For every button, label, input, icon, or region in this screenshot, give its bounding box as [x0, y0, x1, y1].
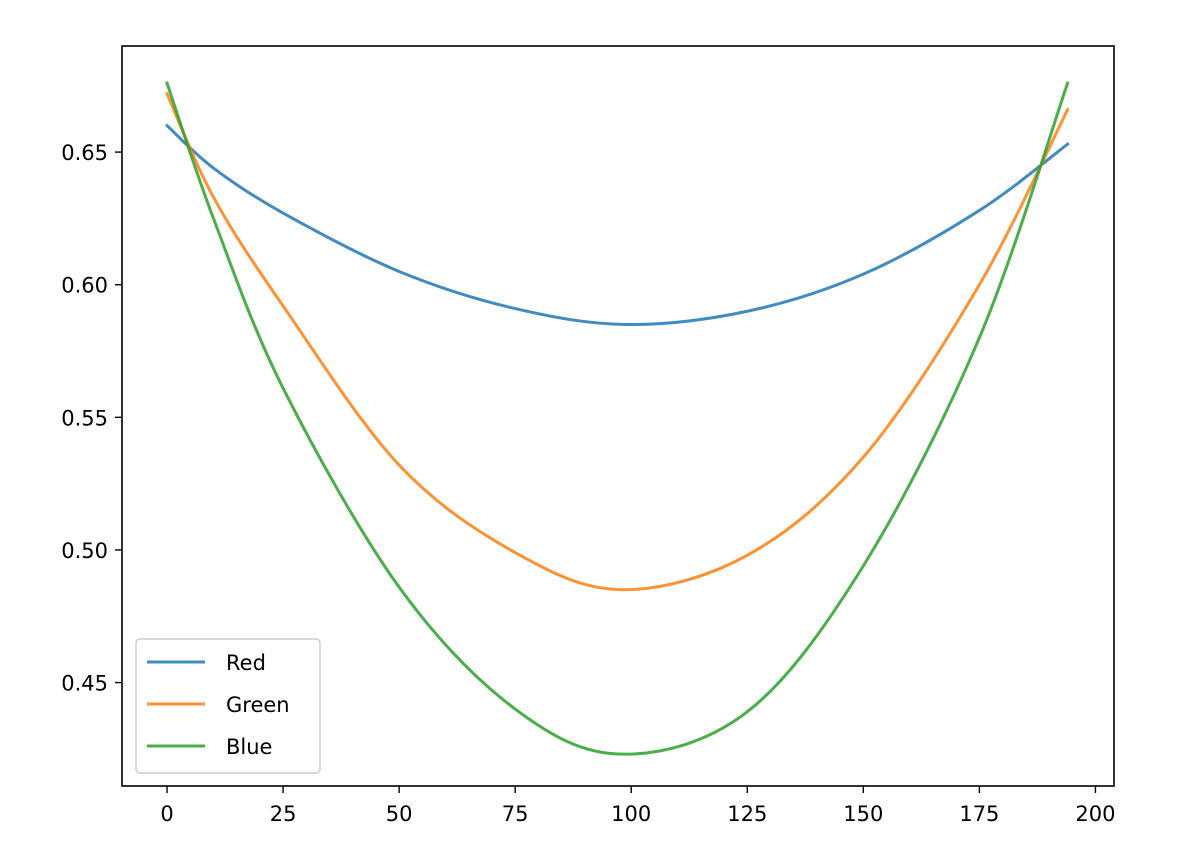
y-axis: 0.45 0.50 0.55 0.60 0.65 [61, 141, 122, 696]
plot-frame [121, 45, 1115, 787]
x-tick-label: 125 [727, 802, 767, 826]
legend-box [135, 638, 321, 774]
series-line-blue [165, 81, 1070, 756]
x-tick-label: 25 [270, 802, 297, 826]
x-axis: 0 25 50 75 100 125 150 175 200 [160, 786, 1115, 826]
series-line-red [164, 123, 1070, 326]
y-tick-label: 0.60 [61, 274, 108, 298]
x-tick-label: 75 [502, 802, 529, 826]
series-line-green [165, 91, 1070, 592]
x-tick-label: 150 [843, 802, 883, 826]
y-tick-label: 0.65 [61, 141, 108, 165]
y-tick-label: 0.45 [61, 672, 108, 696]
y-tick-label: 0.55 [61, 406, 108, 430]
legend-label: Red [226, 651, 266, 675]
legend-label: Green [226, 693, 290, 717]
legend-label: Blue [226, 735, 272, 759]
x-tick-label: 100 [611, 802, 651, 826]
y-tick-label: 0.50 [61, 539, 108, 563]
x-tick-label: 0 [160, 802, 173, 826]
legend: Red Green Blue [135, 638, 321, 774]
series-layer [164, 81, 1070, 756]
x-tick-label: 200 [1075, 802, 1115, 826]
x-tick-label: 175 [959, 802, 999, 826]
x-tick-label: 50 [386, 802, 413, 826]
